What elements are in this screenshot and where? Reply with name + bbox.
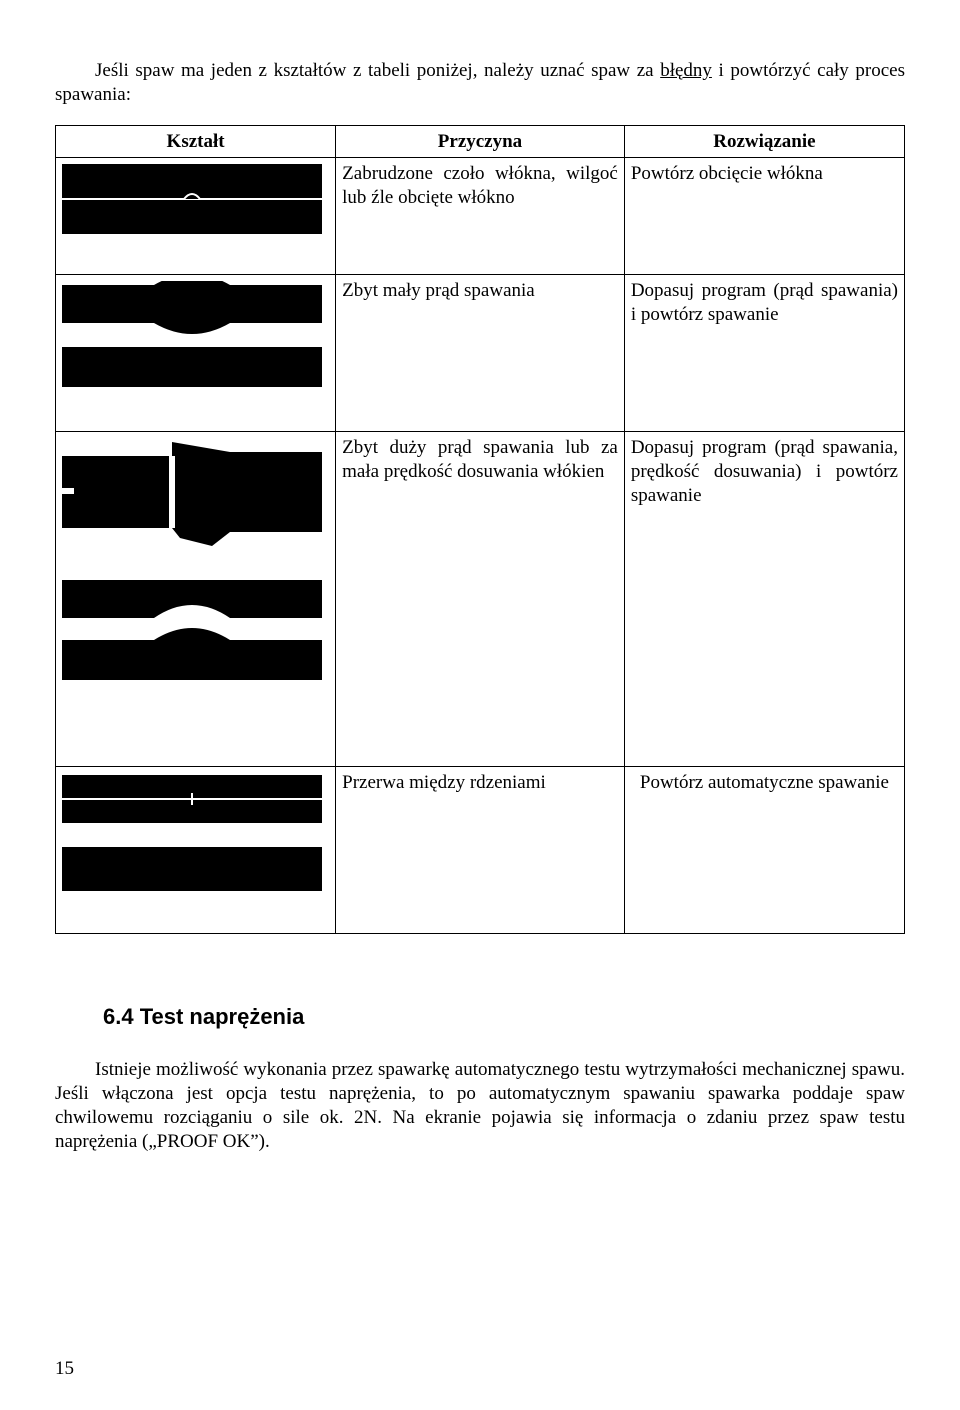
table-row: Zbyt duży prąd spawania lub za mała pręd… [56, 432, 905, 767]
section-body-text: Istnieje możliwość wykonania przez spawa… [55, 1059, 905, 1151]
fix-cell: Dopasuj program (prąd spawania, prędkość… [624, 432, 904, 767]
intro-pre: Jeśli spaw ma jeden z kształtów z tabeli… [95, 60, 660, 81]
section-heading: 6.4 Test naprężenia [103, 1004, 905, 1030]
intro-underline: błędny [660, 60, 712, 81]
defect-table: Kształt Przyczyna Rozwiązanie Zabrudzone… [55, 125, 905, 935]
intro-text: Jeśli spaw ma jeden z kształtów z tabeli… [55, 59, 905, 107]
shape-icon [62, 576, 322, 686]
cause-cell: Przerwa między rdzeniami [336, 767, 625, 934]
page-number: 15 [55, 1358, 74, 1380]
fix-cell: Powtórz automatyczne spawanie [624, 767, 904, 934]
th-cause: Przyczyna [336, 125, 625, 158]
shape-icon [62, 281, 322, 391]
shape-icon [62, 438, 322, 548]
fix-cell: Powtórz obcięcie włókna [624, 158, 904, 275]
th-fix: Rozwiązanie [624, 125, 904, 158]
table-row: Przerwa między rdzeniami Powtórz automat… [56, 767, 905, 934]
cause-cell: Zbyt mały prąd spawania [336, 275, 625, 432]
table-row: Zbyt mały prąd spawania Dopasuj program … [56, 275, 905, 432]
fix-cell: Dopasuj program (prąd spawania) i powtór… [624, 275, 904, 432]
cause-cell: Zabrudzone czoło włókna, wilgoć lub źle … [336, 158, 625, 275]
shape-icon [62, 164, 322, 234]
table-row: Zabrudzone czoło włókna, wilgoć lub źle … [56, 158, 905, 275]
shape-icon [62, 773, 322, 893]
th-shape: Kształt [56, 125, 336, 158]
cause-cell: Zbyt duży prąd spawania lub za mała pręd… [336, 432, 625, 767]
section-body: Istnieje możliwość wykonania przez spawa… [55, 1058, 905, 1153]
